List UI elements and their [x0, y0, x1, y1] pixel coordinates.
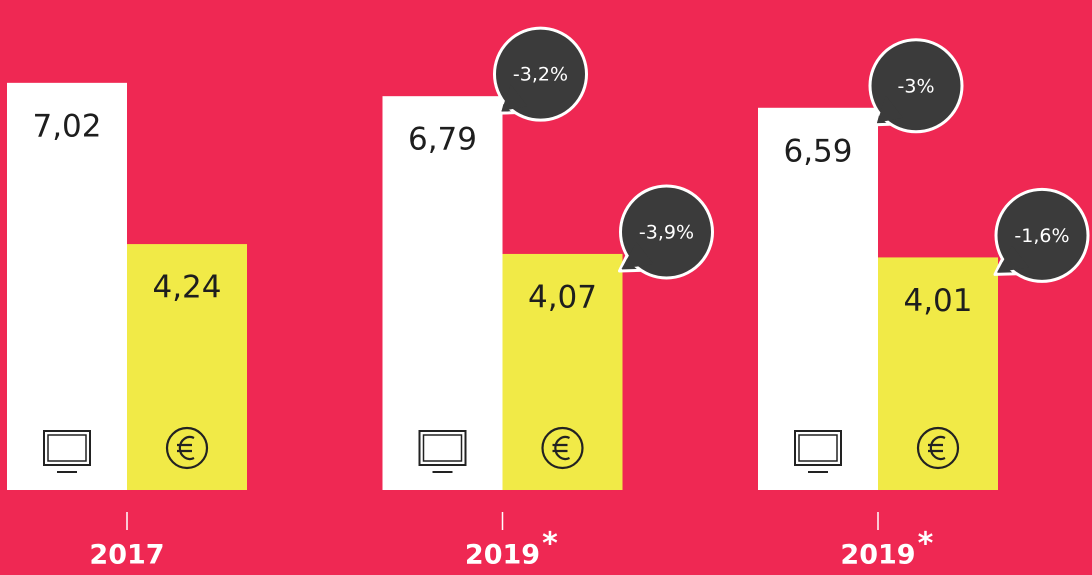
- tv-screen-inner: [422, 434, 463, 462]
- euro-circle: [165, 426, 209, 470]
- category-label: 2019: [840, 540, 915, 571]
- tv-icon: [794, 430, 842, 473]
- bubble-tail-fill: [501, 84, 528, 112]
- bar: [7, 82, 127, 490]
- value-label: 4,01: [903, 283, 972, 319]
- value-label: 6,79: [408, 122, 477, 158]
- euro-sign: [177, 435, 195, 461]
- value-label: 7,02: [32, 108, 101, 144]
- euro-sign: [928, 435, 946, 461]
- euro-circle: [541, 426, 584, 470]
- bubble-tail-fill: [621, 241, 654, 269]
- category-label: 2019: [465, 540, 540, 571]
- change-label: -3,9%: [639, 221, 694, 243]
- category-label: 2017: [89, 540, 164, 571]
- tv-screen-inner: [47, 434, 87, 462]
- category-mark: *: [918, 527, 934, 562]
- value-label: 6,59: [783, 133, 852, 169]
- tv-screen-inner: [798, 434, 838, 462]
- change-label: -3%: [898, 75, 935, 97]
- euro-circle: [916, 426, 960, 470]
- category-mark: *: [542, 527, 558, 562]
- bar: [758, 107, 878, 490]
- euro-icon: [165, 426, 209, 470]
- euro-sign: [552, 435, 570, 461]
- tv-icon: [43, 430, 91, 473]
- value-label: 4,24: [152, 270, 221, 306]
- change-label: -3,2%: [513, 64, 568, 86]
- value-label: 4,07: [528, 279, 597, 315]
- change-label: -1,6%: [1014, 225, 1069, 247]
- bubble-tail-fill: [997, 245, 1029, 273]
- euro-icon: [916, 426, 960, 470]
- bubble-tail-fill: [877, 95, 903, 123]
- euro-icon: [541, 426, 584, 470]
- bar: [382, 96, 503, 491]
- tv-screen: [418, 430, 467, 466]
- bar: [127, 244, 247, 490]
- tv-icon: [418, 430, 467, 473]
- tv-screen: [794, 430, 842, 466]
- tv-screen: [43, 430, 91, 466]
